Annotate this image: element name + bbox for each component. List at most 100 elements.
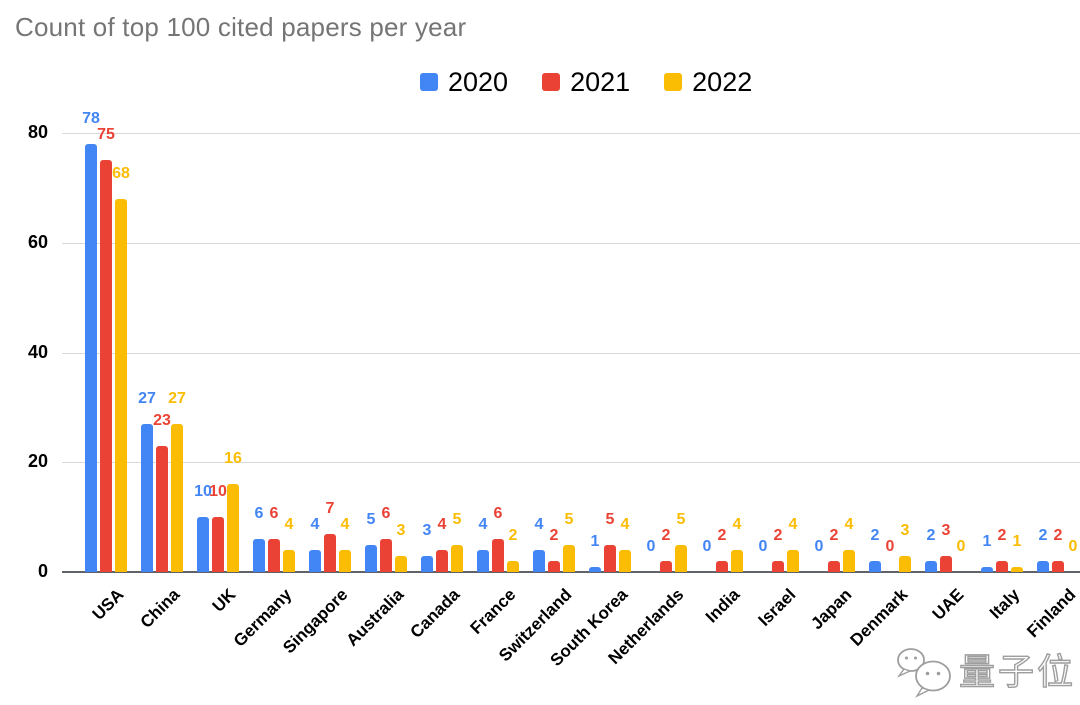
bar-2022-India	[731, 550, 743, 572]
bar-2021-Switzerland	[548, 561, 560, 572]
gridline	[62, 133, 1080, 134]
value-label-2022-France: 2	[508, 527, 518, 545]
value-label-2022-Australia: 3	[396, 521, 406, 539]
value-label-2020-Netherlands: 0	[646, 538, 656, 555]
value-label-2022-India: 4	[732, 516, 742, 534]
bar-2021-China	[156, 445, 168, 572]
value-label-2022-Canada: 5	[452, 510, 462, 528]
bar-2020-Switzerland	[533, 550, 545, 572]
value-label-2021-UK: 10	[209, 483, 227, 501]
bar-2020-Australia	[365, 544, 377, 572]
bar-2022-Israel	[787, 550, 799, 572]
value-label-2020-Australia: 5	[366, 510, 376, 528]
bar-2022-France	[507, 561, 519, 572]
wechat-bubbles-icon	[896, 648, 951, 698]
value-label-2020-Japan: 0	[814, 538, 824, 555]
y-axis-tick-label: 20	[27, 451, 48, 472]
value-label-2022-Japan: 4	[844, 516, 854, 534]
bar-2020-China	[141, 423, 153, 572]
y-axis-tick-label: 0	[37, 561, 48, 581]
y-axis-tick-label: 60	[27, 231, 48, 252]
value-label-2022-Switzerland: 5	[564, 510, 574, 528]
bar-2020-UK	[197, 517, 209, 572]
value-label-2020-Israel: 0	[758, 538, 768, 555]
value-label-2021-USA: 75	[97, 126, 115, 144]
bar-2021-Netherlands	[660, 561, 672, 572]
gridline	[62, 462, 1080, 464]
value-label-2022-Germany: 4	[284, 516, 294, 534]
legend: 2020 2021 2022	[420, 64, 752, 100]
legend-label-2022: 2022	[692, 66, 753, 97]
bar-2022-Netherlands	[675, 544, 687, 572]
value-label-2021-Japan: 2	[829, 527, 839, 545]
bar-2022-Canada	[451, 544, 463, 572]
legend-swatch-2021	[542, 73, 561, 91]
gridline	[62, 242, 1080, 244]
value-label-2020-UK: 10	[194, 483, 212, 501]
bar-2020-UAE	[925, 561, 937, 572]
value-label-2020-Finland: 2	[1038, 527, 1048, 545]
value-label-2021-UAE: 3	[941, 521, 951, 539]
watermark: 量子位	[895, 645, 1076, 699]
bar-2022-Germany	[283, 550, 295, 572]
gridline	[62, 352, 1080, 354]
value-label-2021-India: 2	[717, 527, 727, 545]
value-label-2021-Australia: 6	[381, 505, 391, 523]
y-axis-tick-label: 40	[27, 341, 48, 362]
bar-2021-Finland	[1052, 561, 1064, 572]
bar-2021-USA	[100, 160, 112, 572]
legend-item-2022: 2022	[664, 67, 752, 98]
value-label-2020-Italy: 1	[982, 532, 992, 550]
legend-swatch-2022	[664, 73, 683, 91]
bar-2022-Switzerland	[563, 544, 575, 572]
bar-2022-UK	[227, 484, 239, 572]
value-label-2022-Denmark: 3	[900, 521, 910, 539]
value-label-2021-Germany: 6	[269, 505, 279, 523]
legend-label-2021: 2021	[570, 66, 631, 97]
legend-item-2021: 2021	[542, 67, 630, 98]
legend-item-2020: 2020	[420, 67, 508, 98]
bar-2021-Canada	[436, 550, 448, 572]
chart-title: Count of top 100 cited papers per year	[15, 12, 467, 42]
bar-2022-USA	[115, 198, 127, 572]
value-label-2021-Canada: 4	[437, 516, 447, 534]
bar-2021-Singapore	[324, 533, 336, 572]
value-label-2021-Italy: 2	[997, 527, 1007, 545]
value-label-2020-Germany: 6	[254, 505, 264, 523]
watermark-text: 量子位	[958, 651, 1076, 692]
bar-2021-India	[716, 561, 728, 572]
value-label-2020-UAE: 2	[926, 527, 936, 545]
value-label-2022-UAE: 0	[956, 538, 966, 555]
value-label-2020-Singapore: 4	[310, 516, 320, 534]
value-label-2021-Finland: 2	[1053, 527, 1063, 545]
bar-2022-Australia	[395, 555, 407, 572]
y-axis-tick-label: 80	[27, 122, 48, 142]
bar-2021-Australia	[380, 539, 392, 572]
value-label-2021-France: 6	[493, 505, 503, 523]
legend-label-2020: 2020	[448, 66, 509, 97]
bar-2021-Italy	[996, 561, 1008, 572]
x-axis-baseline	[62, 571, 1080, 573]
value-label-2021-South Korea: 5	[605, 510, 615, 528]
bar-2021-South Korea	[604, 544, 616, 572]
value-label-2021-Denmark: 0	[885, 538, 895, 555]
bar-2022-Denmark	[899, 555, 911, 572]
bar-2020-Singapore	[309, 550, 321, 572]
value-label-2020-USA: 78	[82, 109, 100, 127]
value-label-2021-Netherlands: 2	[661, 527, 671, 545]
value-label-2022-Finland: 0	[1068, 538, 1078, 555]
bar-2020-Canada	[421, 555, 433, 572]
bar-2022-South Korea	[619, 550, 631, 572]
bar-2020-South Korea	[589, 566, 601, 572]
bar-2022-China	[171, 423, 183, 572]
bar-2020-USA	[85, 143, 97, 572]
value-label-2022-Italy: 1	[1012, 532, 1022, 550]
value-label-2021-Israel: 2	[773, 527, 783, 545]
bar-2021-France	[492, 539, 504, 572]
bar-2022-Japan	[843, 550, 855, 572]
bar-2022-Italy	[1011, 566, 1023, 572]
value-label-2021-Singapore: 7	[325, 499, 335, 517]
bar-2020-Germany	[253, 539, 265, 572]
value-label-2022-Israel: 4	[788, 516, 798, 534]
